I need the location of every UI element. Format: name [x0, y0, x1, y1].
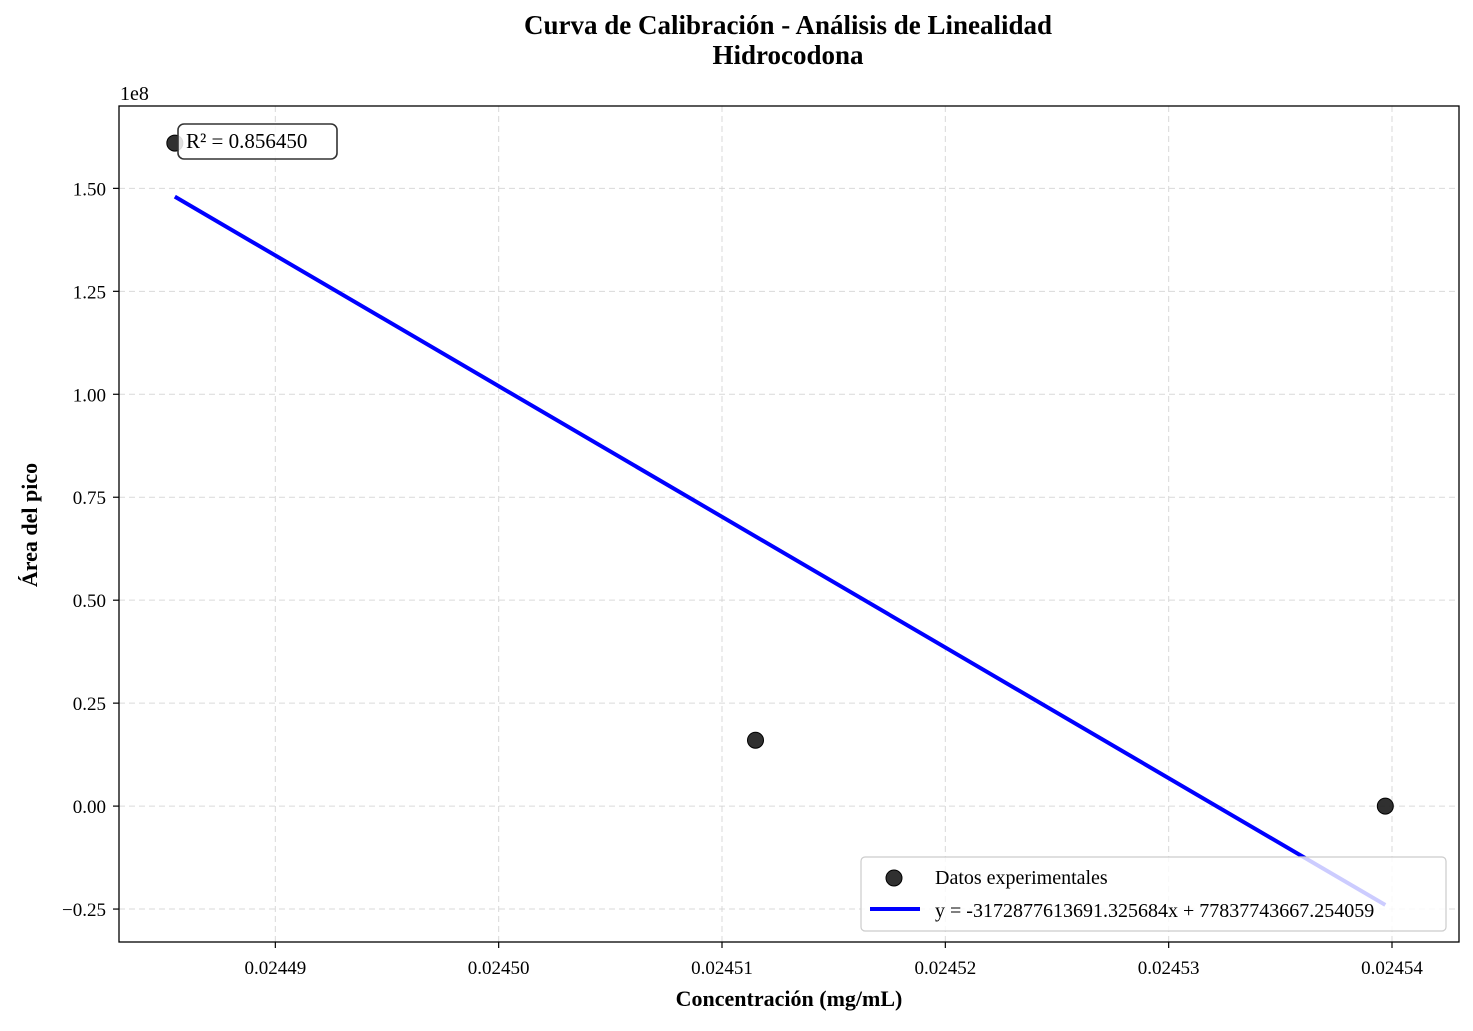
x-tick-label: 0.02451: [691, 958, 753, 979]
legend-label-fit-line: y = -3172877613691.325684x + 77837743667…: [935, 900, 1374, 922]
x-tick-label: 0.02450: [468, 958, 530, 979]
legend: Datos experimentales y = -3172877613691.…: [860, 856, 1447, 932]
y-tick-label: 0.50: [73, 591, 106, 612]
y-axis-label: Área del pico: [17, 463, 42, 587]
legend-marker-scatter: [885, 869, 903, 887]
y-tick-label: −0.25: [62, 900, 106, 921]
y-tick-label: 0.00: [73, 797, 106, 818]
annotation-text: R² = 0.856450: [186, 129, 307, 153]
x-axis-ticks: 0.02449 0.02450 0.02451 0.02452 0.02453 0.024…: [244, 942, 1423, 979]
data-point: [1376, 797, 1394, 815]
y-tick-label: 1.50: [73, 179, 106, 200]
y-tick-label: 1.25: [73, 282, 106, 303]
grid-lines: [119, 106, 1459, 942]
data-point: [747, 731, 764, 749]
x-axis-label: Concentración (mg/mL): [676, 986, 903, 1011]
r-squared-annotation: R² = 0.856450: [177, 123, 338, 160]
legend-box: [860, 856, 1447, 932]
y-tick-label: 1.00: [73, 385, 106, 406]
x-tick-label: 0.02452: [914, 958, 976, 979]
x-tick-label: 0.02454: [1361, 958, 1423, 979]
legend-label-scatter: Datos experimentales: [935, 867, 1108, 889]
series-layer: [166, 134, 1394, 907]
x-tick-label: 0.02449: [244, 958, 306, 979]
y-tick-label: 0.25: [73, 694, 106, 715]
x-tick-label: 0.02453: [1138, 958, 1200, 979]
chart-subtitle: Hidrocodona: [712, 40, 864, 70]
y-tick-label: 0.75: [73, 488, 106, 509]
y-offset-label: 1e8: [120, 83, 149, 105]
annotation-box: [177, 123, 338, 160]
chart-title: Curva de Calibración - Análisis de Linea…: [524, 10, 1052, 40]
plot-frame: [118, 105, 1460, 943]
y-axis-ticks: −0.25 0.00 0.25 0.50 0.75 1.00 1.25 1.50: [62, 179, 119, 921]
fit-line: [173, 194, 1387, 907]
